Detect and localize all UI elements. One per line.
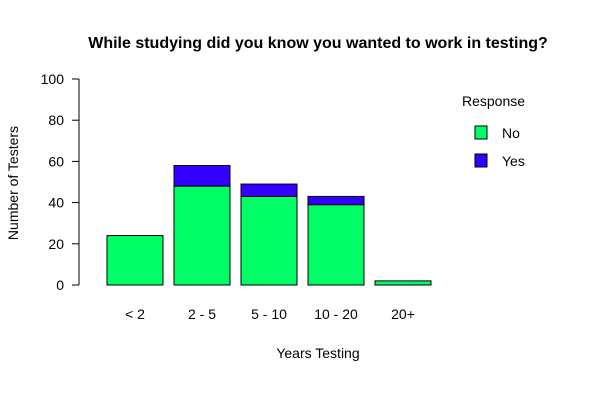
bar-yes-3 [307,195,365,206]
bar-no-2 [240,195,298,286]
legend-label-yes: Yes [502,153,525,169]
bar-no-0 [106,235,164,286]
y-axis: 0 20 40 60 80 100 [41,71,80,293]
legend-items: No Yes [474,125,525,169]
legend-title: Response [462,93,525,109]
x-tick-label: 5 - 10 [251,306,287,322]
y-tick-label: 40 [48,195,64,211]
bar-no-4 [374,280,432,286]
legend-label-no: No [502,125,520,141]
y-axis-label: Number of Testers [5,126,21,240]
y-tick-label: 100 [41,71,65,87]
bar-yes-1 [173,165,231,187]
y-ticks: 0 20 40 60 80 100 [41,71,79,293]
bar-yes-2 [240,183,298,197]
x-tick-label: 2 - 5 [188,306,216,322]
legend-swatch-yes [474,153,488,168]
x-tick-label: 10 - 20 [314,306,358,322]
legend-swatch-no [474,125,488,140]
y-tick-label: 80 [48,112,64,128]
bar-no-3 [307,204,365,286]
x-tick-label: < 2 [125,306,145,322]
bars [106,165,432,286]
chart-title: While studying did you know you wanted t… [88,35,548,52]
bar-no-1 [173,185,231,286]
x-axis-label: Years Testing [276,345,359,361]
y-tick-label: 0 [56,277,64,293]
x-tick-labels: < 2 2 - 5 5 - 10 10 - 20 20+ [125,306,415,322]
x-tick-label: 20+ [391,306,415,322]
y-tick-label: 20 [48,236,64,252]
y-tick-label: 60 [48,153,64,169]
legend: Response No Yes [462,93,525,169]
